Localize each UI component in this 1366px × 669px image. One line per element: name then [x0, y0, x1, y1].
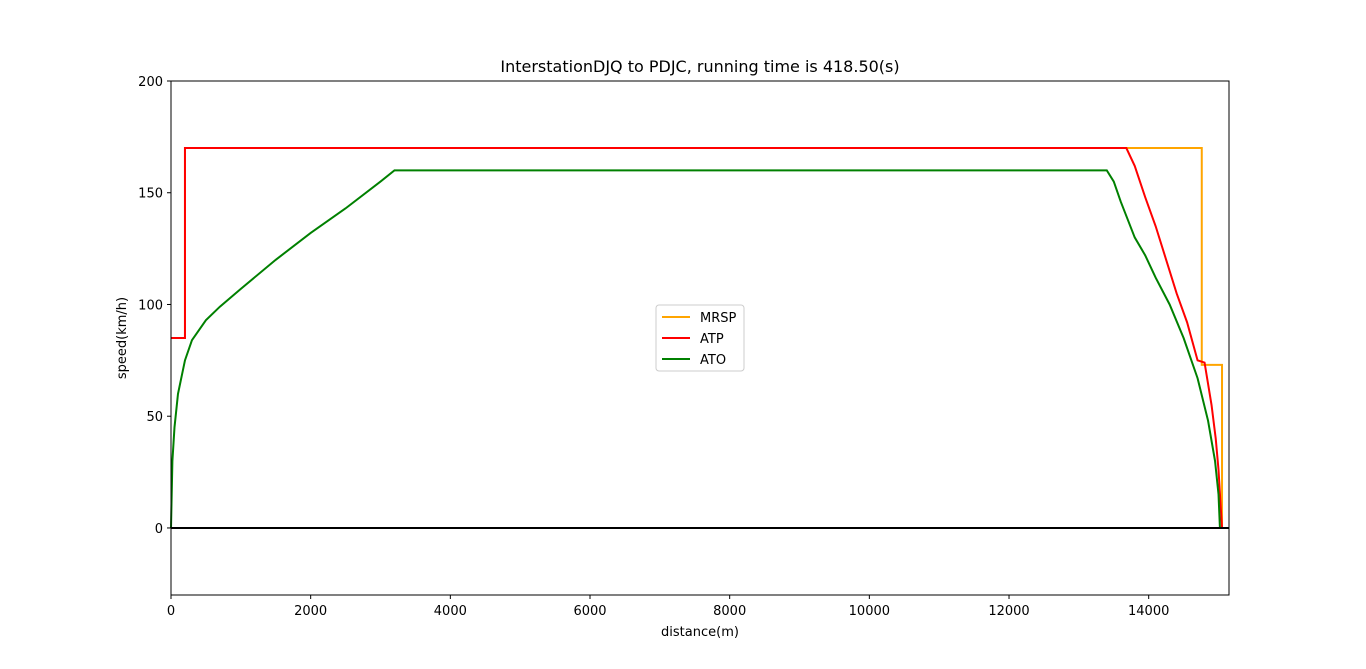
legend-label-atp: ATP — [700, 332, 724, 347]
x-tick-label: 2000 — [294, 604, 327, 619]
axes-layer: 0 2000 4000 6000 8000 10000 12000 14000 0 50 100 15… — [138, 75, 1230, 619]
x-tick-label: 12000 — [988, 604, 1029, 619]
y-tick-label: 200 — [138, 75, 163, 90]
series-layer — [170, 147, 1229, 529]
legend: MRSP ATP ATO — [655, 304, 745, 372]
legend-label-ato: ATO — [700, 353, 726, 368]
y-tick-label: 50 — [146, 410, 163, 425]
y-axis-label: speed(km/h) — [115, 297, 130, 379]
y-tick-label: 0 — [155, 522, 163, 537]
y-tick-label: 100 — [138, 298, 163, 313]
legend-label-mrsp: MRSP — [700, 311, 737, 326]
x-tick-label: 4000 — [434, 604, 467, 619]
y-tick-label: 150 — [138, 187, 163, 202]
x-tick-label: 0 — [167, 604, 175, 619]
series-line-ato — [170, 169, 1221, 529]
x-tick-label: 10000 — [849, 604, 890, 619]
series-line-atp — [171, 147, 1224, 529]
x-tick-label: 6000 — [573, 604, 606, 619]
legend-box — [655, 304, 745, 372]
chart-title: InterstationDJQ to PDJC, running time is… — [500, 57, 899, 76]
plot-frame — [170, 80, 1230, 596]
x-tick-label: 14000 — [1128, 604, 1169, 619]
x-axis-label: distance(m) — [661, 625, 739, 640]
x-tick-label: 8000 — [713, 604, 746, 619]
